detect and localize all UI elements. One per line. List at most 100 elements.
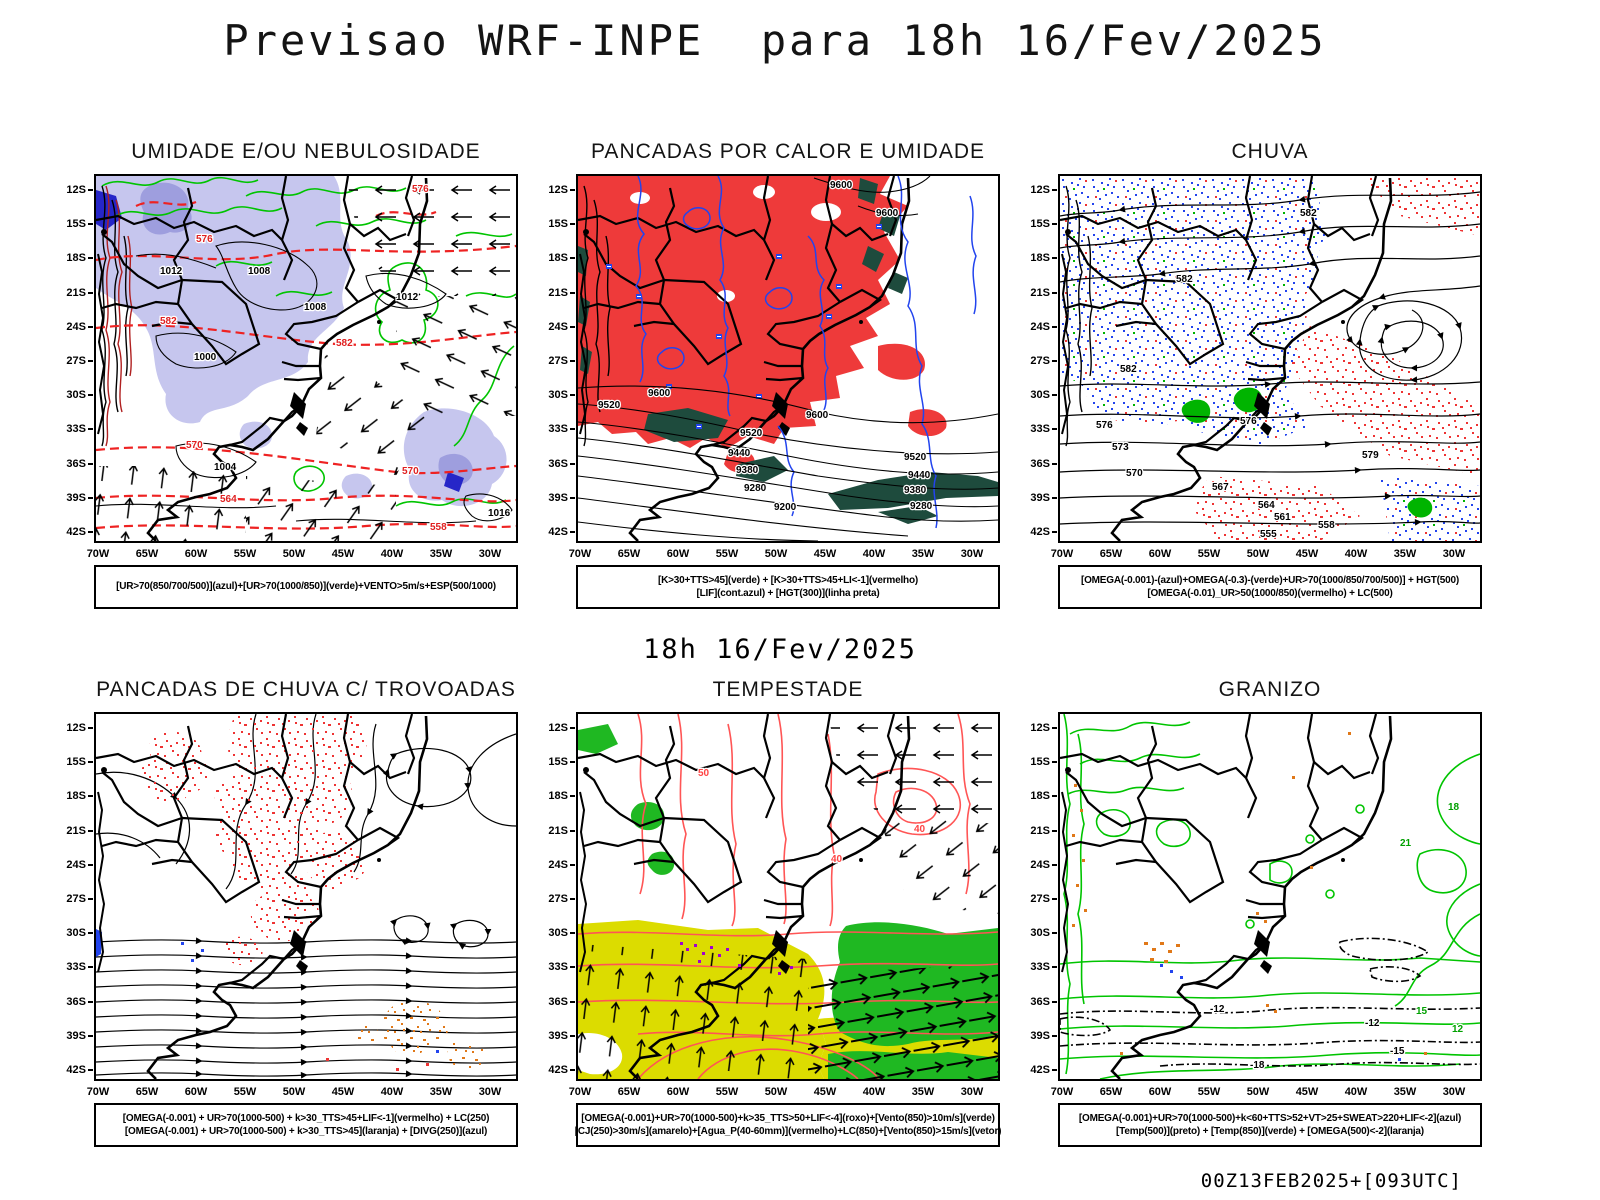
lat-axis: 12S 15S 18S 21S 24S 27S 30S 33S 36S 39S 42S (58, 176, 93, 545)
map-tempestade: 12S 15S 18S 21S 24S 27S 30S 33S 36S 39S 42S 70W 65W… (548, 712, 1000, 1098)
lat-tick-label: 30S (548, 927, 575, 939)
map-granizo: 12S 15S 18S 21S 24S 27S 30S 33S 36S 39S 42S 70W 65W… (1030, 712, 1482, 1098)
lat-tick-label: 15S (66, 218, 93, 230)
lat-tick-label: 30S (66, 927, 93, 939)
lon-tick-label: 50W (282, 548, 306, 560)
rain-speckles (1060, 176, 1480, 541)
lat-tick-label: 27S (548, 355, 575, 367)
contour-label: 1016 (488, 508, 511, 519)
lon-tick-label: 30W (1442, 548, 1466, 560)
contour-label: 12 (1452, 1024, 1464, 1035)
map-chuva: 12S 15S 18S 21S 24S 27S 30S 33S 36S 39S 42S 70W 65W… (1030, 174, 1482, 560)
lat-tick-label: 42S (66, 526, 93, 538)
contour-label: 9520 (598, 400, 621, 411)
lat-tick-label: 21S (66, 825, 93, 837)
lon-tick-label: 40W (862, 548, 886, 560)
lat-tick-label: 42S (1030, 1064, 1057, 1076)
lat-tick-label: 36S (66, 996, 93, 1008)
lon-tick-label: 60W (666, 548, 690, 560)
lat-tick-label: 39S (548, 492, 575, 504)
caption-granizo: [OMEGA(-0.001)+UR>70(1000-500)+k<60+TTS>… (1058, 1103, 1482, 1147)
lon-tick-label: 70W (568, 548, 592, 560)
contour-label: 1008 (248, 266, 271, 277)
lon-tick-label: 65W (135, 548, 159, 560)
streamlines (96, 714, 516, 1079)
lon-tick-label: 65W (135, 1086, 159, 1098)
panel-trovoadas: PANCADAS DE CHUVA C/ TROVOADAS 12S 15S 18S… (66, 678, 518, 1147)
lat-tick-label: 27S (66, 893, 93, 905)
contour-label: 15 (1416, 1006, 1428, 1017)
contour-label: 564 (1258, 500, 1275, 511)
lat-tick-label: 33S (548, 423, 575, 435)
lat-tick-label: 24S (548, 859, 575, 871)
lat-tick-label: 27S (548, 893, 575, 905)
lon-axis: 70W 65W 60W 55W 50W 45W 40W 35W 30W (87, 545, 516, 561)
streamlines (1060, 191, 1480, 526)
lat-tick-label: 24S (1030, 321, 1057, 333)
panel-title: UMIDADE E/OU NEBULOSIDADE (131, 140, 481, 163)
lat-tick-label: 21S (1030, 825, 1057, 837)
lon-tick-label: 55W (715, 1086, 739, 1098)
lon-axis: 70W 65W 60W 55W 50W 45W 40W 35W 30W (87, 1083, 516, 1099)
caption-line: [OMEGA(-0.001) + UR>70(1000-500) + k>30_… (124, 1126, 488, 1137)
contour-label: -12 (1365, 1018, 1380, 1029)
lat-tick-label: 30S (1030, 927, 1057, 939)
contour-label: 1000 (194, 352, 217, 363)
temp500-contours-black (1060, 937, 1480, 1067)
lon-tick-label: 65W (617, 1086, 641, 1098)
trovoadas-map-canvas (94, 712, 518, 1081)
contour-label: 9440 (908, 470, 931, 481)
tempestade-map-canvas: 40 50 40 (576, 712, 1000, 1081)
lon-tick-label: 30W (960, 548, 984, 560)
lon-tick-label: 70W (86, 1086, 110, 1098)
lon-tick-label: 50W (282, 1086, 306, 1098)
lon-tick-label: 35W (429, 548, 453, 560)
contour-label: 576 (1240, 416, 1257, 427)
lat-tick-label: 39S (66, 492, 93, 504)
wind-vectors (578, 714, 998, 1079)
page-title: Previsao WRF-INPE para 18h 16/Fev/2025 (223, 16, 1327, 65)
contour-label: 9520 (740, 428, 763, 439)
caption-pancadas-calor: [K>30+TTS>45](verde) + [K>30+TTS>45+LI<-… (576, 565, 1000, 609)
lon-axis: 70W 65W 60W 55W 50W 45W 40W 35W 30W (569, 545, 998, 561)
lat-tick-label: 27S (1030, 355, 1057, 367)
panel-title: TEMPESTADE (712, 678, 864, 701)
lon-tick-label: 45W (331, 1086, 355, 1098)
contour-label: 582 (336, 338, 353, 349)
contour-label: 50 (698, 768, 710, 779)
contour-label: 558 (430, 522, 447, 533)
contour-label: 9440 (728, 448, 751, 459)
lat-tick-label: 18S (1030, 790, 1057, 802)
temp850-contours-green (1060, 714, 1480, 1079)
panel-title: PANCADAS DE CHUVA C/ TROVOADAS (96, 678, 516, 701)
lon-tick-label: 50W (764, 548, 788, 560)
lon-tick-label: 45W (331, 548, 355, 560)
contour-label: 18 (1448, 802, 1460, 813)
omega-orange-specks (1072, 732, 1427, 1055)
caption-line: [K>30+TTS>45](verde) + [K>30+TTS>45+LI<-… (658, 575, 918, 586)
map-trovoadas: 12S 15S 18S 21S 24S 27S 30S 33S 36S 39S 42S 70W 65W… (66, 712, 518, 1098)
lat-tick-label: 30S (66, 389, 93, 401)
contour-label: 582 (1300, 208, 1317, 219)
contour-label: 9600 (830, 180, 853, 191)
contour-label: 576 (1096, 420, 1113, 431)
wind-arrows (96, 176, 516, 541)
lat-tick-label: 15S (548, 218, 575, 230)
lat-axis: 12S 15S 18S 21S 24S 27S 30S 33S 36S 39S 42S (540, 714, 575, 1083)
caption-chuva: [OMEGA(-0.001)-(azul)+OMEGA(-0.3)-(verde… (1058, 565, 1482, 609)
pancadas-calor-map-canvas: 9600 9600 9600 9600 9520 9520 9520 9440 … (576, 174, 1000, 543)
lon-tick-label: 70W (568, 1086, 592, 1098)
contour-label: -15 (1390, 1046, 1405, 1057)
granizo-map-canvas: -12 -12 -15 -18 18 21 15 12 (1058, 712, 1482, 1081)
lat-axis: 12S 15S 18S 21S 24S 27S 30S 33S 36S 39S 42S (1022, 714, 1057, 1083)
lat-tick-label: 15S (548, 756, 575, 768)
speckles-orange (353, 1001, 487, 1069)
contour-label: -12 (1210, 1004, 1225, 1015)
panel-tempestade: TEMPESTADE 12S 15S 18S 21S 24S 27S 30S 33S 36S 39… (548, 678, 1001, 1147)
contour-label: 9600 (648, 388, 671, 399)
lon-tick-label: 45W (813, 548, 837, 560)
lon-tick-label: 50W (764, 1086, 788, 1098)
humidity-shading-lavender (96, 176, 507, 507)
lat-tick-label: 12S (66, 722, 93, 734)
contour-labels: 582 582 582 579 576 576 573 570 567 564 … (1095, 207, 1381, 541)
